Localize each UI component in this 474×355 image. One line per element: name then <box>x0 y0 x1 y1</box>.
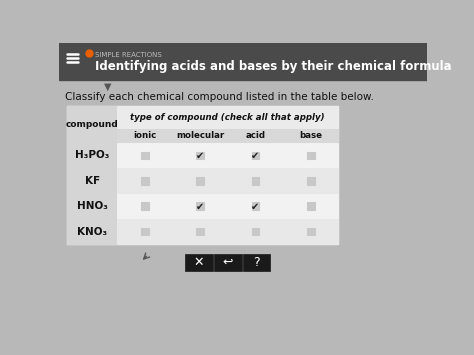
Bar <box>307 228 315 235</box>
Bar <box>228 168 283 193</box>
Bar <box>173 168 228 193</box>
Bar <box>283 168 338 193</box>
Text: base: base <box>299 131 322 140</box>
Bar <box>228 129 283 143</box>
Bar <box>67 193 118 219</box>
Bar <box>67 143 118 168</box>
Bar <box>252 228 259 235</box>
Bar <box>141 152 149 159</box>
Text: ✔: ✔ <box>196 202 204 212</box>
Bar <box>283 129 338 143</box>
Bar <box>185 253 213 271</box>
Bar <box>196 228 204 235</box>
Bar <box>59 43 427 80</box>
Text: molecular: molecular <box>176 131 224 140</box>
Bar <box>228 219 283 244</box>
Text: H₃PO₃: H₃PO₃ <box>75 151 109 160</box>
Bar <box>67 219 118 244</box>
Bar <box>173 219 228 244</box>
Text: ionic: ionic <box>133 131 156 140</box>
Text: compound: compound <box>66 120 118 129</box>
Bar <box>307 177 315 185</box>
Bar <box>173 193 228 219</box>
Bar <box>196 177 204 185</box>
Bar <box>141 202 149 210</box>
Bar <box>67 106 338 244</box>
Bar <box>141 177 149 185</box>
Bar <box>252 202 259 210</box>
Text: ✔: ✔ <box>196 151 204 161</box>
Bar <box>67 168 118 193</box>
Bar <box>118 143 173 168</box>
Text: acid: acid <box>246 131 265 140</box>
Bar <box>118 219 173 244</box>
Text: type of compound (check all that apply): type of compound (check all that apply) <box>130 113 325 122</box>
Bar <box>196 152 204 159</box>
Bar <box>283 219 338 244</box>
Bar <box>214 253 242 271</box>
Text: ?: ? <box>253 256 260 268</box>
Bar <box>252 152 259 159</box>
Bar <box>118 129 173 143</box>
Text: ✔: ✔ <box>251 151 259 161</box>
Bar <box>307 202 315 210</box>
Text: KF: KF <box>85 176 100 186</box>
Bar <box>252 177 259 185</box>
Bar <box>307 152 315 159</box>
Text: SIMPLE REACTIONS: SIMPLE REACTIONS <box>95 52 162 58</box>
Bar <box>118 106 338 129</box>
Bar <box>243 253 271 271</box>
Text: KNO₃: KNO₃ <box>77 226 107 237</box>
Bar <box>173 129 228 143</box>
Bar <box>118 193 173 219</box>
Text: ✕: ✕ <box>194 256 204 268</box>
Bar <box>228 193 283 219</box>
Text: Classify each chemical compound listed in the table below.: Classify each chemical compound listed i… <box>65 92 374 102</box>
Bar <box>118 168 173 193</box>
Text: ↩: ↩ <box>223 256 233 268</box>
Text: ▼: ▼ <box>104 82 112 92</box>
Bar <box>141 228 149 235</box>
Bar <box>67 106 118 143</box>
Bar <box>173 143 228 168</box>
Bar <box>283 193 338 219</box>
Text: Identifying acids and bases by their chemical formula: Identifying acids and bases by their che… <box>95 60 452 72</box>
Bar <box>228 143 283 168</box>
Bar <box>283 143 338 168</box>
Text: HNO₃: HNO₃ <box>77 201 108 211</box>
Bar <box>196 202 204 210</box>
Text: ✔: ✔ <box>251 202 259 212</box>
